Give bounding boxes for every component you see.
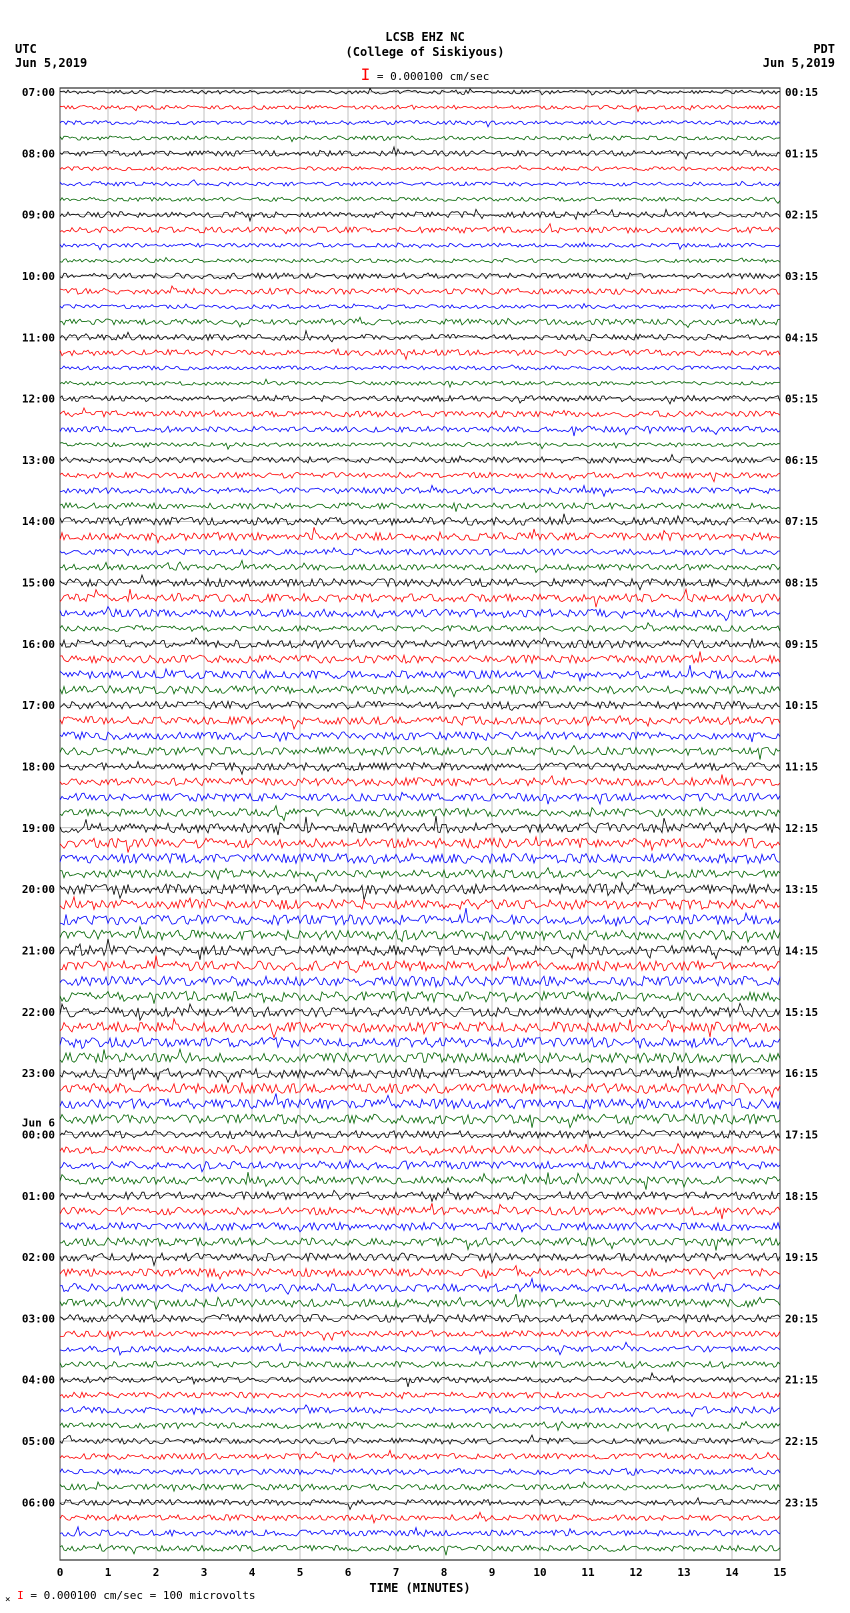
svg-text:03:15: 03:15 xyxy=(785,270,818,283)
svg-text:1: 1 xyxy=(105,1566,112,1579)
svg-text:18:15: 18:15 xyxy=(785,1190,818,1203)
svg-text:08:00: 08:00 xyxy=(22,147,55,160)
svg-text:07:00: 07:00 xyxy=(22,86,55,99)
seismogram-plot: 0123456789101112131415TIME (MINUTES)07:0… xyxy=(0,0,850,1613)
svg-text:22:15: 22:15 xyxy=(785,1435,818,1448)
svg-text:11:00: 11:00 xyxy=(22,331,55,344)
svg-text:5: 5 xyxy=(297,1566,304,1579)
svg-text:14: 14 xyxy=(725,1566,739,1579)
svg-text:12: 12 xyxy=(629,1566,642,1579)
svg-text:15:15: 15:15 xyxy=(785,1006,818,1019)
svg-text:23:15: 23:15 xyxy=(785,1496,818,1509)
svg-text:00:00: 00:00 xyxy=(22,1128,55,1141)
svg-text:7: 7 xyxy=(393,1566,400,1579)
svg-text:04:00: 04:00 xyxy=(22,1374,55,1387)
svg-text:13:15: 13:15 xyxy=(785,883,818,896)
svg-text:15:00: 15:00 xyxy=(22,577,55,590)
svg-text:00:15: 00:15 xyxy=(785,86,818,99)
svg-text:0: 0 xyxy=(57,1566,64,1579)
svg-text:18:00: 18:00 xyxy=(22,761,55,774)
svg-text:6: 6 xyxy=(345,1566,352,1579)
svg-text:08:15: 08:15 xyxy=(785,577,818,590)
svg-text:02:00: 02:00 xyxy=(22,1251,55,1264)
svg-text:TIME (MINUTES): TIME (MINUTES) xyxy=(369,1581,470,1595)
svg-text:01:00: 01:00 xyxy=(22,1190,55,1203)
svg-text:22:00: 22:00 xyxy=(22,1006,55,1019)
svg-text:4: 4 xyxy=(249,1566,256,1579)
svg-text:11: 11 xyxy=(581,1566,595,1579)
svg-text:13: 13 xyxy=(677,1566,690,1579)
svg-text:9: 9 xyxy=(489,1566,496,1579)
svg-text:09:00: 09:00 xyxy=(22,209,55,222)
svg-text:12:15: 12:15 xyxy=(785,822,818,835)
svg-text:07:15: 07:15 xyxy=(785,515,818,528)
svg-text:17:15: 17:15 xyxy=(785,1128,818,1141)
svg-text:10: 10 xyxy=(533,1566,546,1579)
footer-text: = 0.000100 cm/sec = 100 microvolts xyxy=(30,1589,255,1602)
svg-text:15: 15 xyxy=(773,1566,786,1579)
svg-text:02:15: 02:15 xyxy=(785,209,818,222)
svg-text:06:00: 06:00 xyxy=(22,1496,55,1509)
svg-text:20:00: 20:00 xyxy=(22,883,55,896)
svg-text:16:00: 16:00 xyxy=(22,638,55,651)
svg-text:2: 2 xyxy=(153,1566,160,1579)
svg-text:23:00: 23:00 xyxy=(22,1067,55,1080)
svg-text:21:15: 21:15 xyxy=(785,1374,818,1387)
svg-text:8: 8 xyxy=(441,1566,448,1579)
svg-text:09:15: 09:15 xyxy=(785,638,818,651)
svg-text:14:00: 14:00 xyxy=(22,515,55,528)
svg-text:05:00: 05:00 xyxy=(22,1435,55,1448)
svg-text:17:00: 17:00 xyxy=(22,699,55,712)
footer-scale: × I = 0.000100 cm/sec = 100 microvolts xyxy=(5,1589,256,1605)
svg-text:10:00: 10:00 xyxy=(22,270,55,283)
svg-text:13:00: 13:00 xyxy=(22,454,55,467)
svg-text:10:15: 10:15 xyxy=(785,699,818,712)
svg-text:12:00: 12:00 xyxy=(22,393,55,406)
seismogram-container: UTC Jun 5,2019 PDT Jun 5,2019 LCSB EHZ N… xyxy=(0,0,850,1613)
svg-text:19:00: 19:00 xyxy=(22,822,55,835)
svg-text:16:15: 16:15 xyxy=(785,1067,818,1080)
svg-text:06:15: 06:15 xyxy=(785,454,818,467)
svg-text:21:00: 21:00 xyxy=(22,944,55,957)
svg-text:20:15: 20:15 xyxy=(785,1312,818,1325)
svg-text:11:15: 11:15 xyxy=(785,761,818,774)
svg-text:14:15: 14:15 xyxy=(785,944,818,957)
svg-text:19:15: 19:15 xyxy=(785,1251,818,1264)
svg-text:05:15: 05:15 xyxy=(785,393,818,406)
svg-text:03:00: 03:00 xyxy=(22,1312,55,1325)
svg-text:01:15: 01:15 xyxy=(785,147,818,160)
svg-text:3: 3 xyxy=(201,1566,208,1579)
svg-text:04:15: 04:15 xyxy=(785,331,818,344)
